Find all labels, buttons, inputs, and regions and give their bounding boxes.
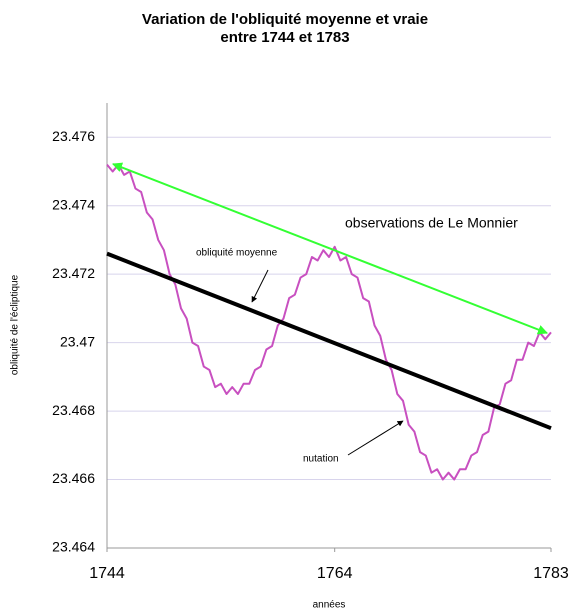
x-tick-label: 1783 — [533, 565, 569, 582]
series-line — [106, 251, 552, 431]
x-tick-label: 1764 — [317, 565, 353, 582]
y-tick-label: 23.464 — [52, 539, 95, 555]
arrow — [347, 420, 404, 456]
x-tick-label: 1744 — [89, 565, 125, 582]
annotation: observations de Le Monnier — [345, 215, 518, 231]
y-tick-label: 23.472 — [52, 265, 95, 281]
plot-area: 23.464 23.466 23.468 23.47 23.472 23.474 23.47… — [52, 103, 569, 582]
y-tick-label: 23.476 — [52, 128, 95, 144]
y-tick-label: 23.466 — [52, 470, 95, 486]
y-tick-label: 23.47 — [60, 333, 95, 349]
x-axis-label: années — [313, 600, 346, 611]
arrow — [251, 269, 269, 303]
chart-title: entre 1744 et 1783 — [220, 29, 349, 46]
annotation: nutation — [303, 454, 339, 465]
annotation: obliquité moyenne — [196, 248, 278, 259]
y-tick-label: 23.468 — [52, 402, 95, 418]
chart-title: Variation de l'obliquité moyenne et vrai… — [142, 11, 428, 28]
series-line — [106, 163, 552, 481]
y-axis-label: obliquité de l'écliptique — [10, 274, 21, 375]
y-tick-label: 23.474 — [52, 196, 95, 212]
arrow — [112, 162, 548, 335]
